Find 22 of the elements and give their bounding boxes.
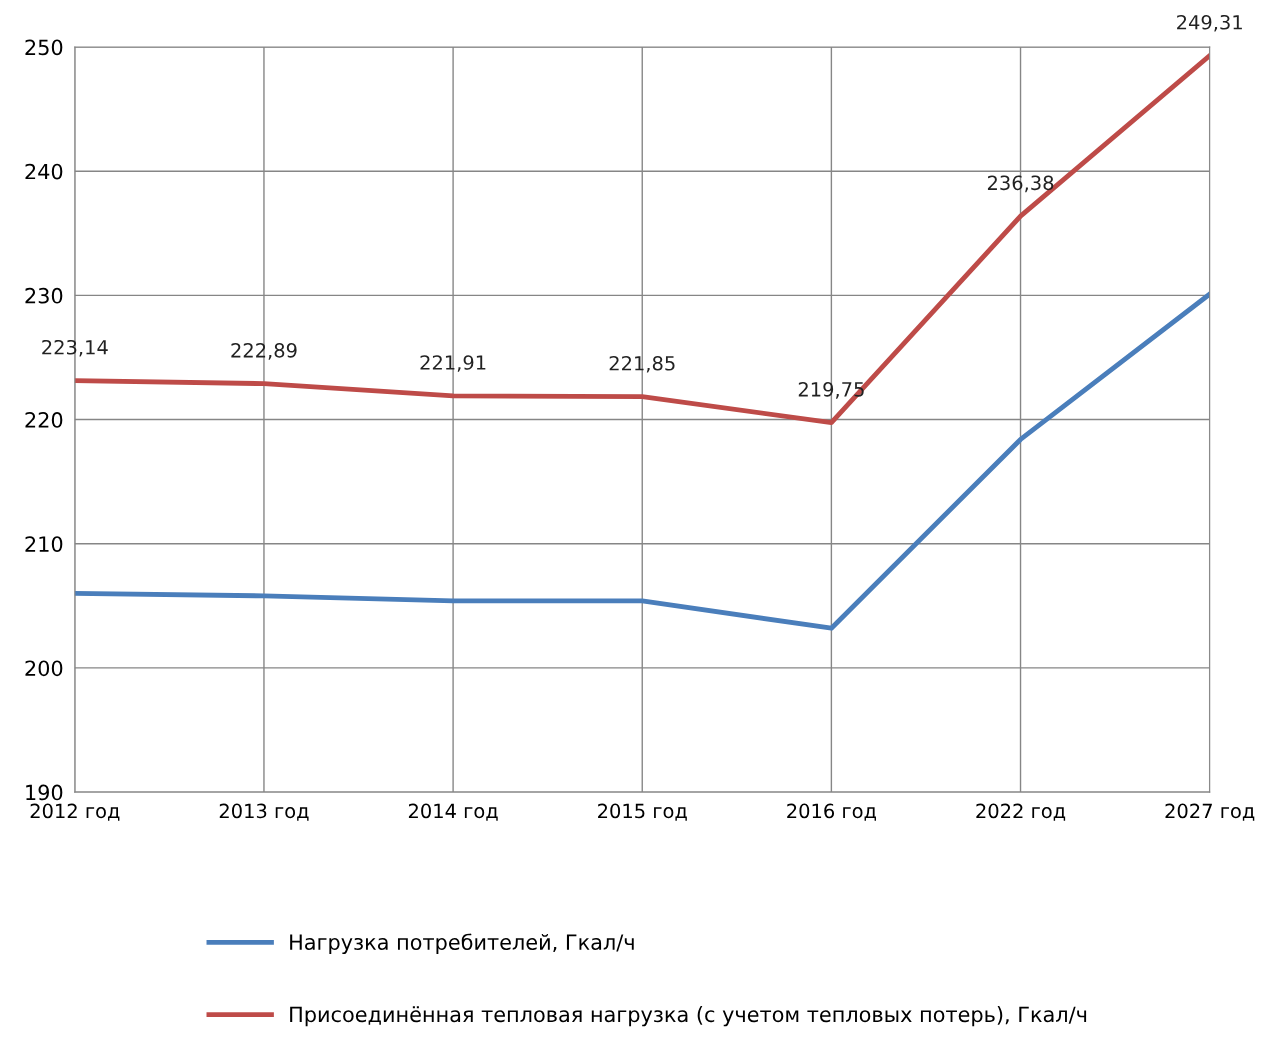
data-label: 221,91 xyxy=(420,355,486,372)
y-tick-label: 220 xyxy=(25,412,63,428)
x-tick-label: 2014 год xyxy=(408,803,498,821)
y-tick-label: 210 xyxy=(25,536,63,552)
x-tick-label: 2012 год xyxy=(30,803,120,821)
data-label: 236,38 xyxy=(987,175,1054,193)
data-label: 222,89 xyxy=(231,342,297,360)
x-tick-label: 2022 год xyxy=(976,803,1066,821)
data-label: 249,31 xyxy=(1177,14,1242,32)
x-tick-label: 2013 год xyxy=(219,803,309,821)
x-tick-label: 2015 год xyxy=(598,803,687,821)
y-tick-label: 190 xyxy=(26,784,63,801)
data-label: 223,14 xyxy=(42,339,108,357)
y-tick-label: 240 xyxy=(25,163,63,180)
data-label: 221,85 xyxy=(609,355,675,373)
x-tick-label: 2027 год xyxy=(1165,803,1255,821)
y-tick-label: 230 xyxy=(25,287,63,304)
y-tick-label: 200 xyxy=(25,660,63,677)
legend-label: Присоединённая тепловая нагрузка (с учетом тепловых потерь), Гкал/ч xyxy=(290,1006,1087,1027)
x-tick-label: 2016 год xyxy=(787,803,876,821)
y-tick-label: 250 xyxy=(25,39,63,56)
legend-label: Нагрузка потребителей, Гкал/ч xyxy=(290,933,634,954)
